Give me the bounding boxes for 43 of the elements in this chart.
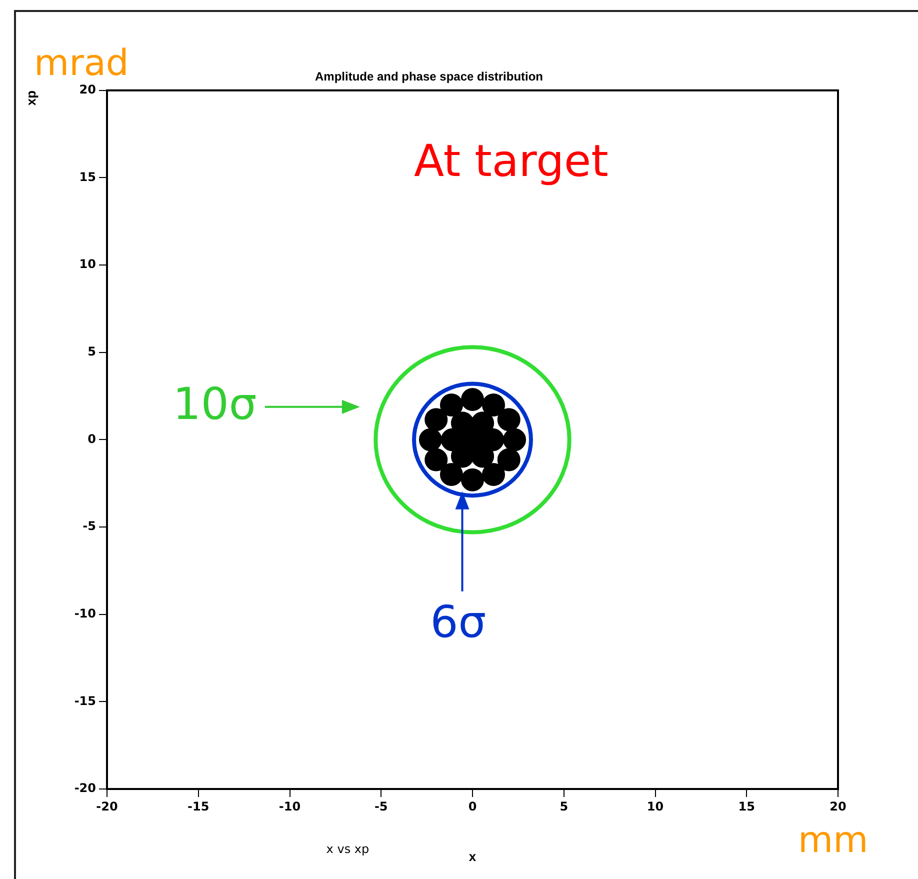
chart-title: Amplitude and phase space distribution bbox=[314, 70, 544, 84]
y-tick-label: -15 bbox=[74, 694, 96, 708]
point bbox=[482, 462, 506, 486]
x-tick-label: 0 bbox=[468, 799, 477, 814]
point bbox=[424, 408, 448, 432]
y-tick-label: 15 bbox=[79, 170, 96, 184]
point bbox=[503, 428, 526, 452]
x-tick-label: 5 bbox=[560, 799, 568, 814]
point bbox=[440, 393, 463, 416]
point bbox=[482, 393, 506, 416]
point bbox=[461, 388, 484, 412]
text: mrad bbox=[34, 43, 129, 84]
text: mm bbox=[798, 820, 868, 861]
x-tick-label: 15 bbox=[738, 799, 755, 814]
x-tick-label: -10 bbox=[278, 799, 301, 814]
y-tick-label: -20 bbox=[74, 781, 96, 796]
point bbox=[450, 444, 474, 468]
point bbox=[418, 428, 442, 452]
annotation: 6σ bbox=[430, 597, 486, 648]
x-tick-label: 20 bbox=[830, 799, 846, 814]
y-tick-label: 5 bbox=[88, 344, 96, 358]
point bbox=[450, 412, 474, 435]
point bbox=[497, 448, 520, 472]
y-tick-label: 20 bbox=[79, 82, 96, 97]
y-tick-label: 10 bbox=[79, 257, 96, 272]
x-tick-label: -5 bbox=[374, 799, 388, 814]
y-tick-label: -10 bbox=[74, 606, 96, 620]
point bbox=[424, 448, 448, 472]
annotation: 10σ bbox=[172, 378, 257, 430]
annotation: At target bbox=[414, 136, 608, 188]
point bbox=[471, 412, 494, 435]
x-tick-label: 10 bbox=[646, 799, 664, 814]
point bbox=[440, 462, 463, 486]
text: x vs xp bbox=[326, 842, 370, 856]
point bbox=[461, 468, 484, 492]
point bbox=[440, 428, 464, 452]
x-tick-label: -15 bbox=[188, 799, 210, 814]
y-axis-title: xp bbox=[23, 90, 38, 106]
y-tick-label: -5 bbox=[82, 519, 96, 534]
point bbox=[497, 408, 520, 432]
x-axis-title: x bbox=[468, 848, 477, 864]
y-tick-label: 0 bbox=[88, 432, 96, 446]
point bbox=[471, 444, 494, 468]
